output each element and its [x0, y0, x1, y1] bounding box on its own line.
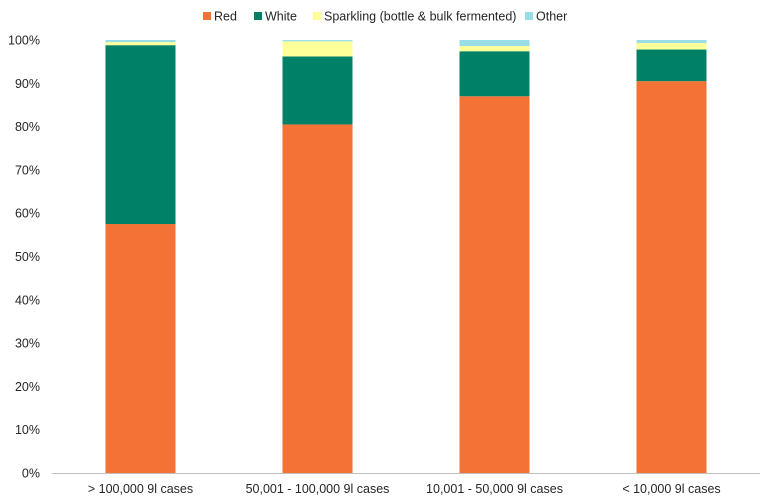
y-tick-label: 30% [15, 337, 40, 351]
bars [105, 40, 707, 473]
y-tick-label: 40% [15, 293, 40, 307]
bar-white-0 [105, 45, 176, 225]
bar-white-3 [636, 49, 707, 82]
y-tick-label: 20% [15, 380, 40, 394]
x-tick-label: 10,001 - 50,000 9l cases [426, 482, 563, 496]
legend: Red White Sparkling (bottle & bulk ferment… [203, 10, 567, 24]
x-tick-label: 50,001 - 100,000 9l cases [246, 482, 390, 496]
legend-swatch [313, 12, 321, 20]
legend-label: White [265, 10, 297, 24]
bar-red-0 [105, 224, 176, 473]
y-tick-label: 100% [8, 34, 40, 48]
bar-red-1 [282, 124, 353, 473]
y-axis: 0% 10% 20% 30% 40% 50% 60% 70% 80% 90% 100% [8, 34, 40, 481]
y-tick-label: 0% [22, 467, 40, 481]
legend-swatch [525, 12, 533, 20]
bar-white-2 [459, 51, 530, 97]
legend-label: Other [536, 10, 567, 24]
bar-sparkling-3 [636, 43, 707, 50]
legend-label: Red [214, 10, 237, 24]
bar-other-3 [636, 40, 707, 44]
legend-label: Sparkling (bottle & bulk fermented) [324, 10, 516, 24]
x-tick-label: < 10,000 9l cases [622, 482, 720, 496]
bar-sparkling-2 [459, 46, 530, 52]
y-tick-label: 80% [15, 120, 40, 134]
bar-white-1 [282, 56, 353, 125]
legend-swatch [203, 12, 211, 20]
bar-other-2 [459, 40, 530, 47]
y-tick-label: 10% [15, 423, 40, 437]
bar-red-2 [459, 96, 530, 473]
bar-other-0 [105, 40, 176, 43]
y-tick-label: 90% [15, 77, 40, 91]
y-tick-label: 70% [15, 163, 40, 177]
x-tick-label: > 100,000 9l cases [88, 482, 193, 496]
y-tick-label: 50% [15, 250, 40, 264]
bar-sparkling-1 [282, 41, 353, 57]
bar-red-3 [636, 81, 707, 473]
y-tick-label: 60% [15, 207, 40, 221]
x-axis: > 100,000 9l cases 50,001 - 100,000 9l ca… [52, 473, 760, 496]
bar-other-1 [282, 40, 353, 42]
legend-swatch [254, 12, 262, 20]
bar-sparkling-0 [105, 42, 176, 46]
